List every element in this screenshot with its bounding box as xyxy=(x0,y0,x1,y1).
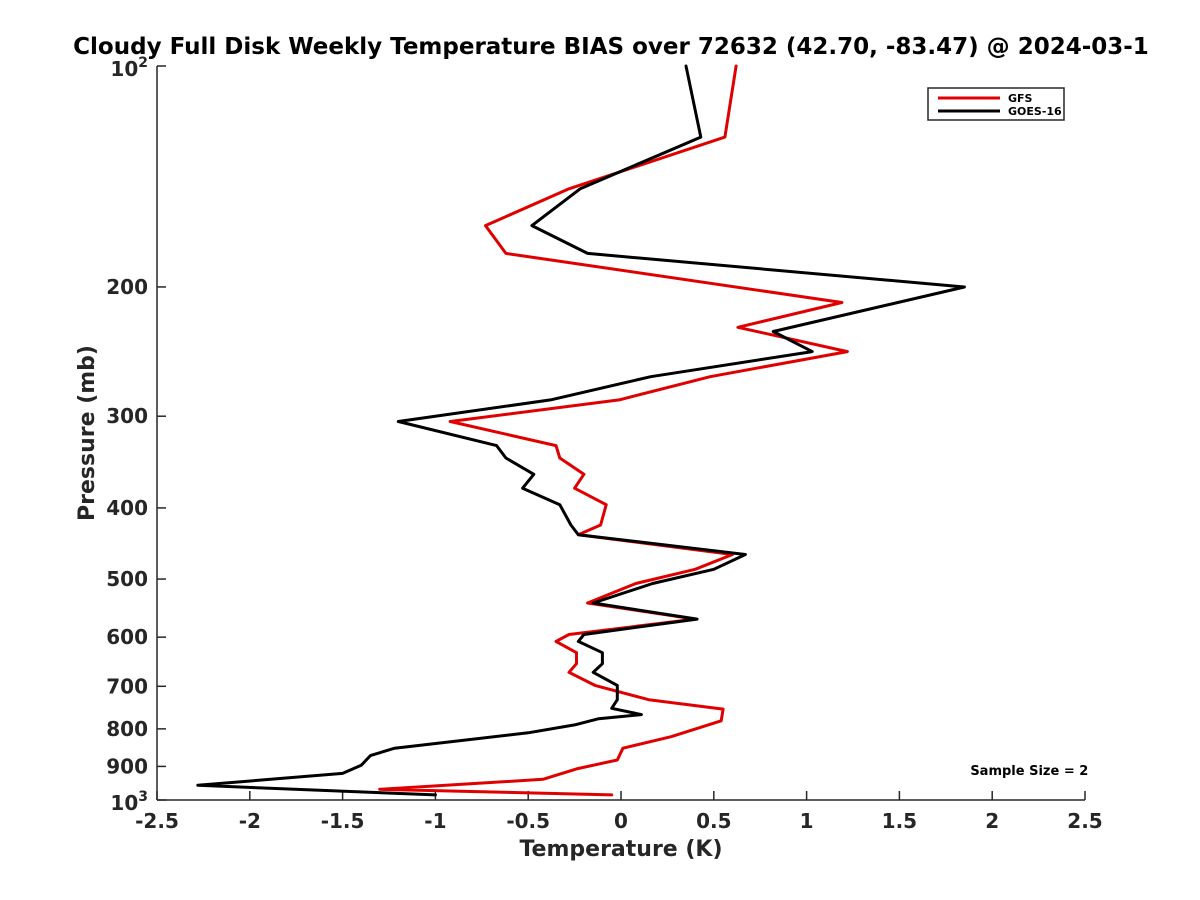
series-line-goes-16 xyxy=(196,64,966,797)
y-tick-label: 200 xyxy=(106,275,148,299)
x-tick-label: 2.5 xyxy=(1067,809,1102,833)
annotations: Sample Size = 2 xyxy=(970,764,1088,779)
x-tick-label: 2 xyxy=(985,809,999,833)
y-tick-label: 900 xyxy=(106,754,148,778)
x-tick-label: 0 xyxy=(614,809,628,833)
y-tick-label: 600 xyxy=(106,625,148,649)
series-lines xyxy=(196,64,966,797)
y-tick-exponent: 3 xyxy=(138,789,148,805)
x-ticks: -2.5 -2 -1.5 -1 -0.5 0 0.5 1 1.5 2 2.5 xyxy=(135,791,1103,833)
legend-box xyxy=(927,87,1065,121)
x-tick-label: -2.5 xyxy=(135,809,179,833)
sample-size-annotation: Sample Size = 2 xyxy=(970,764,1088,779)
y-tick-base: 10 xyxy=(110,791,138,815)
y-tick-label: 700 xyxy=(106,674,148,698)
axes xyxy=(156,66,1085,801)
legend-label: GOES-16 xyxy=(1008,105,1062,118)
y-tick-label: 800 xyxy=(106,717,148,741)
x-tick-label: -2 xyxy=(239,809,261,833)
chart-title: Cloudy Full Disk Weekly Temperature BIAS… xyxy=(73,34,1149,60)
y-tick-base: 10 xyxy=(110,57,138,81)
legend-label: GFS xyxy=(1008,92,1033,105)
x-axis-label: Temperature (K) xyxy=(519,837,722,862)
y-tick-label: 300 xyxy=(106,404,148,428)
series-line-gfs xyxy=(378,64,849,797)
y-tick-exponent: 2 xyxy=(138,55,148,71)
x-tick-label: 0.5 xyxy=(696,809,731,833)
y-tick-label: 400 xyxy=(106,496,148,520)
y-tick-label-power: 103 xyxy=(110,789,148,815)
x-tick-label: -1.5 xyxy=(321,809,365,833)
y-tick-label: 500 xyxy=(106,567,148,591)
y-tick-label-power: 102 xyxy=(110,55,148,81)
x-tick-label: 1.5 xyxy=(882,809,917,833)
x-tick-label: -0.5 xyxy=(506,809,550,833)
x-tick-label: -1 xyxy=(424,809,446,833)
y-axis-label: Pressure (mb) xyxy=(75,345,100,521)
x-tick-label: 1 xyxy=(800,809,814,833)
